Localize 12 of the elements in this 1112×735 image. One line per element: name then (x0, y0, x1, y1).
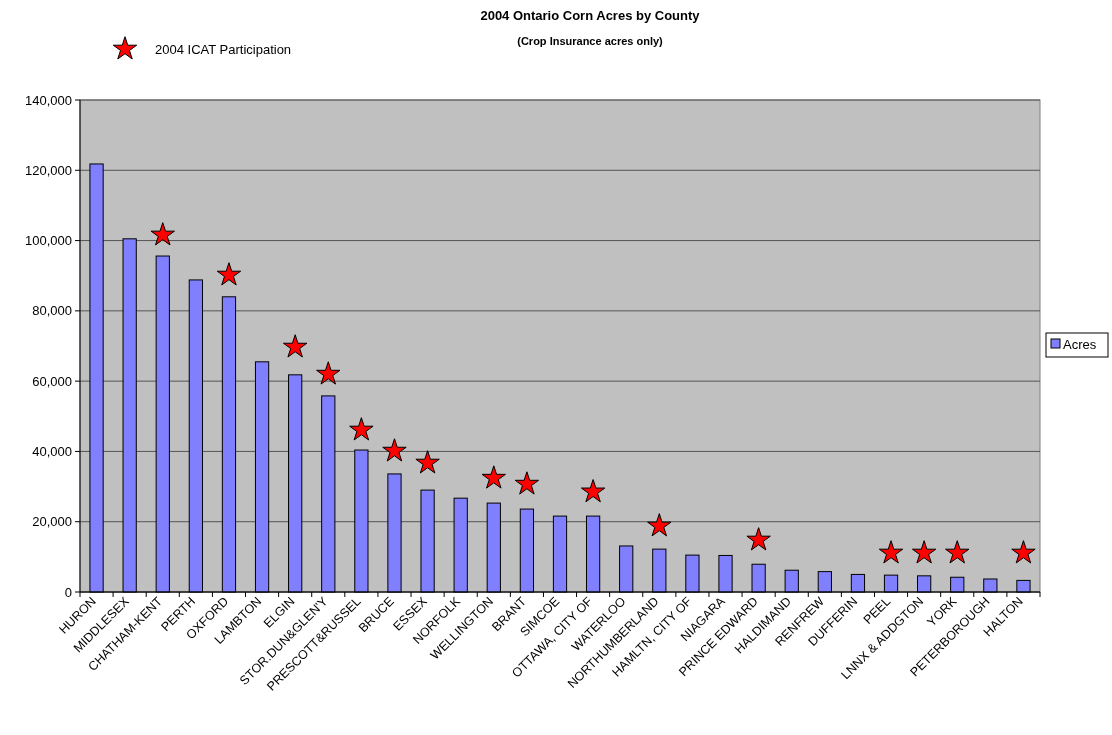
y-tick-label: 20,000 (32, 514, 72, 530)
y-tick-label: 100,000 (25, 233, 72, 249)
chart-title: 2004 Ontario Corn Acres by County (480, 8, 701, 23)
legend-label: 2004 ICAT Participation (155, 41, 292, 57)
y-tick-label: 140,000 (25, 92, 72, 108)
y-tick-label: 60,000 (32, 373, 72, 389)
y-tick-label: 120,000 (25, 162, 72, 178)
legend-label: Acres (1063, 336, 1097, 352)
y-tick-label: 40,000 (32, 443, 72, 459)
y-tick-label: 0 (64, 584, 72, 600)
y-tick-label: 80,000 (32, 303, 72, 319)
chart-subtitle: (Crop Insurance acres only) (517, 35, 664, 47)
